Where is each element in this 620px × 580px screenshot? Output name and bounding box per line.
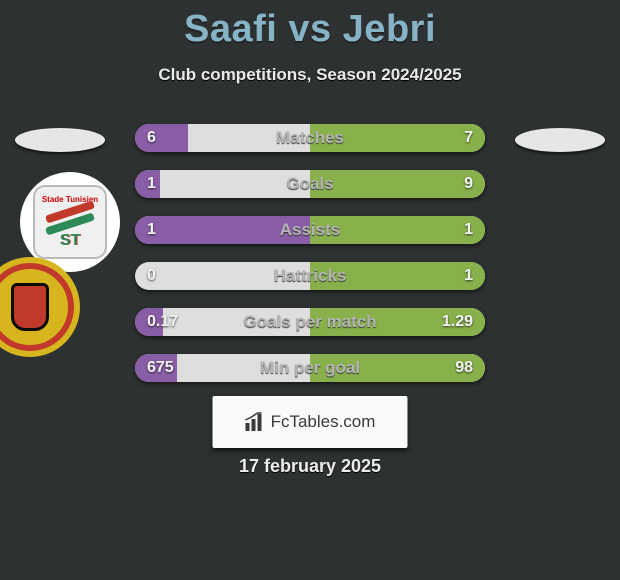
logo-right-shield [11,283,49,331]
stat-row: Goals per match0.17 1.29 [135,308,485,336]
player-ellipse-right [515,128,605,152]
stat-value-left: 1 [147,216,156,244]
stat-value-left: 6 [147,124,156,152]
fctables-badge: FcTables.com [213,396,408,448]
stat-value-left: 0 [147,262,156,290]
stat-value-right: 1 [464,216,473,244]
stat-value-right: 98 [455,354,473,382]
stat-value-left: 1 [147,170,156,198]
stat-label: Matches [135,124,485,152]
logo-left-initials: ST [60,232,80,250]
page-title: Saafi vs Jebri [0,0,620,51]
fctables-text: FcTables.com [271,412,376,432]
date-text: 17 february 2025 [0,456,620,477]
stat-label: Assists [135,216,485,244]
stat-label: Goals [135,170,485,198]
stat-row: Min per goal675 98 [135,354,485,382]
stat-value-right: 7 [464,124,473,152]
stat-row: Goals1 9 [135,170,485,198]
bar-chart-icon [245,412,267,432]
stat-row: Matches6 7 [135,124,485,152]
stat-value-right: 1 [464,262,473,290]
team-right-logo [0,257,80,357]
player-ellipse-left [15,128,105,152]
stat-label: Min per goal [135,354,485,382]
stat-row: Hattricks0 1 [135,262,485,290]
stat-value-right: 9 [464,170,473,198]
stat-label: Goals per match [135,308,485,336]
stats-bars: Matches67Goals19Assists11Hattricks01Goal… [135,124,485,382]
stat-value-left: 0.17 [147,308,178,336]
stat-value-right: 1.29 [442,308,473,336]
stat-row: Assists1 1 [135,216,485,244]
subtitle: Club competitions, Season 2024/2025 [0,65,620,85]
stat-label: Hattricks [135,262,485,290]
stat-value-left: 675 [147,354,174,382]
